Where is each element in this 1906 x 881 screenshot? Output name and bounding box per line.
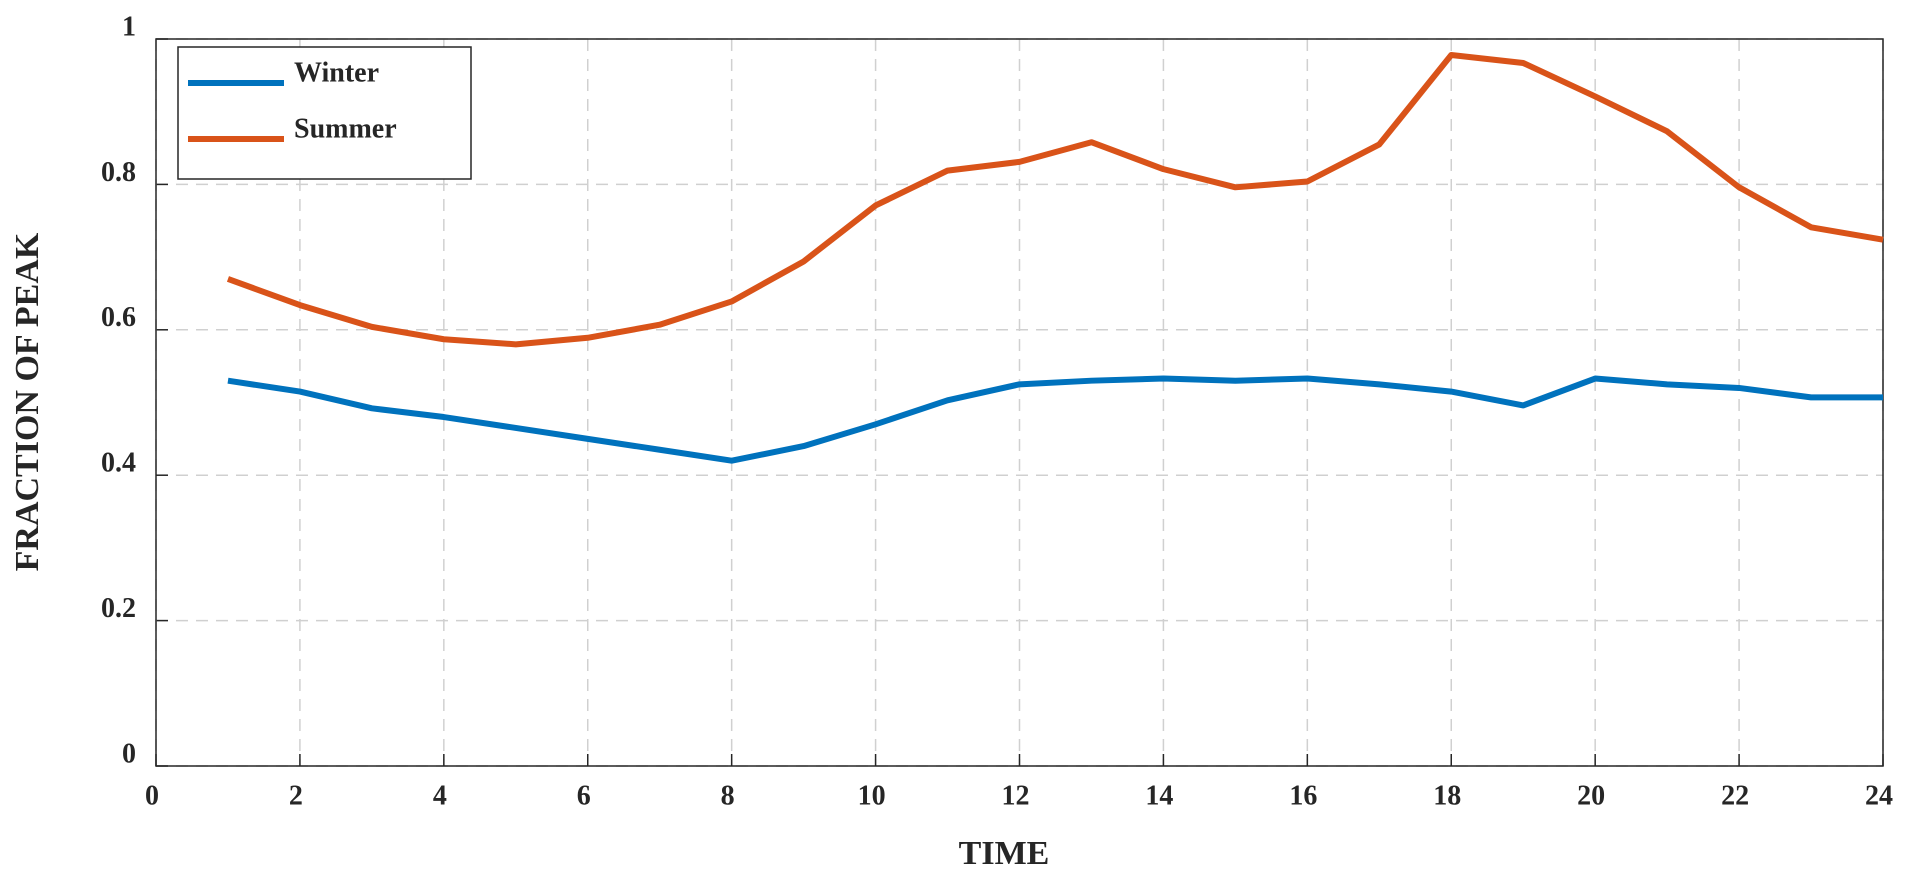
line-series <box>226 51 1884 348</box>
x-tick-label: 14 <box>1145 780 1173 811</box>
x-tick-label: 4 <box>433 780 447 811</box>
legend-box <box>177 46 472 180</box>
x-tick-label: 6 <box>577 780 591 811</box>
legend-label: Summer <box>294 113 397 144</box>
x-tick-label: 20 <box>1577 780 1605 811</box>
line-series <box>227 375 1883 464</box>
y-tick-label: 0 <box>122 738 136 769</box>
x-tick-label: 16 <box>1289 780 1317 811</box>
x-tick-label: 24 <box>1865 780 1893 811</box>
x-tick-label: 18 <box>1433 780 1461 811</box>
y-tick-label: 0.2 <box>101 593 136 624</box>
plot-frame <box>155 38 1884 767</box>
x-tick-label: 0 <box>145 780 159 811</box>
y-axis-label: FRACTION OF PEAK <box>9 232 46 571</box>
x-tick-label: 2 <box>289 780 303 811</box>
x-tick-label: 8 <box>721 780 735 811</box>
y-tick-label: 0.6 <box>101 302 136 333</box>
y-tick-label: 0.4 <box>101 448 136 479</box>
x-axis-label: TIME <box>959 835 1050 872</box>
y-tick-label: 1 <box>122 11 136 42</box>
x-tick-label: 10 <box>858 780 886 811</box>
x-tick-label: 22 <box>1721 780 1749 811</box>
y-tick-label: 0.8 <box>101 157 136 188</box>
x-tick-label: 12 <box>1002 780 1030 811</box>
legend-label: Winter <box>294 57 379 88</box>
